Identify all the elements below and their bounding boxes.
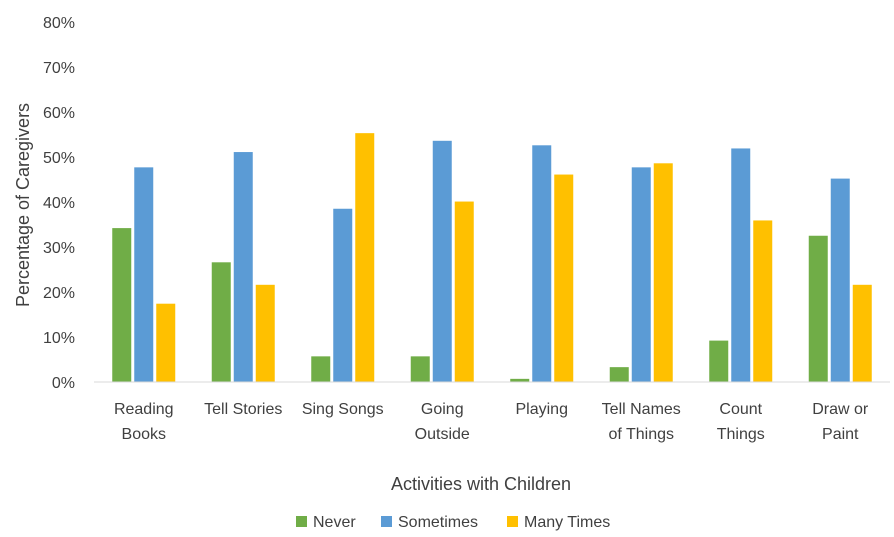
- y-tick-label: 0%: [52, 375, 75, 392]
- y-tick-label: 50%: [43, 150, 75, 167]
- bar-many-times: [852, 284, 872, 382]
- bar-sometimes: [333, 208, 353, 382]
- bar-sometimes: [532, 145, 552, 382]
- y-tick-label: 60%: [43, 105, 75, 122]
- x-category-label: Playing: [516, 401, 568, 418]
- x-category-label: Books: [122, 426, 166, 443]
- y-axis: 0% 10% 20% 30% 40% 50% 60% 70% 80%: [43, 15, 75, 392]
- bar-many-times: [554, 174, 574, 382]
- bar-many-times: [156, 303, 176, 382]
- y-tick-label: 40%: [43, 195, 75, 212]
- x-category-label: Reading: [114, 401, 174, 418]
- bars: [112, 133, 872, 382]
- bar-sometimes: [830, 178, 850, 382]
- y-axis-title: Percentage of Caregivers: [13, 103, 33, 307]
- bar-never: [808, 235, 828, 382]
- legend-label: Many Times: [524, 514, 610, 531]
- bar-sometimes: [134, 167, 154, 382]
- bar-many-times: [255, 284, 275, 382]
- legend: Never Sometimes Many Times: [296, 514, 610, 531]
- x-category-label: Things: [717, 426, 765, 443]
- x-category-label: Draw or: [812, 401, 869, 418]
- legend-swatch-many-times: [507, 516, 518, 527]
- bar-never: [311, 356, 331, 382]
- bar-never: [609, 367, 629, 382]
- bar-never: [510, 378, 530, 382]
- x-category-label: Sing Songs: [302, 401, 384, 418]
- x-category-label: Going: [421, 401, 464, 418]
- x-axis-title: Activities with Children: [391, 474, 571, 494]
- bar-never: [709, 340, 729, 382]
- bar-many-times: [355, 133, 375, 382]
- x-axis: Reading Books Tell Stories Sing Songs Going O…: [94, 381, 890, 443]
- y-tick-label: 30%: [43, 240, 75, 257]
- bar-sometimes: [631, 167, 651, 382]
- y-tick-label: 10%: [43, 330, 75, 347]
- y-tick-label: 80%: [43, 15, 75, 32]
- x-category-label: of Things: [608, 426, 674, 443]
- x-category-label: Paint: [822, 426, 859, 443]
- x-category-label: Tell Names: [602, 401, 681, 418]
- y-tick-label: 70%: [43, 60, 75, 77]
- bar-sometimes: [432, 140, 452, 382]
- bar-sometimes: [233, 152, 253, 382]
- legend-swatch-sometimes: [381, 516, 392, 527]
- bar-never: [410, 356, 430, 382]
- legend-label: Sometimes: [398, 514, 478, 531]
- x-category-label: Count: [719, 401, 762, 418]
- bar-sometimes: [731, 148, 751, 382]
- bar-many-times: [653, 163, 673, 382]
- bar-never: [112, 228, 132, 382]
- bar-many-times: [753, 220, 773, 382]
- legend-swatch-never: [296, 516, 307, 527]
- bar-many-times: [454, 201, 474, 382]
- legend-label: Never: [313, 514, 356, 531]
- x-category-label: Tell Stories: [204, 401, 282, 418]
- x-category-label: Outside: [415, 426, 470, 443]
- bar-never: [211, 262, 231, 382]
- y-tick-label: 20%: [43, 285, 75, 302]
